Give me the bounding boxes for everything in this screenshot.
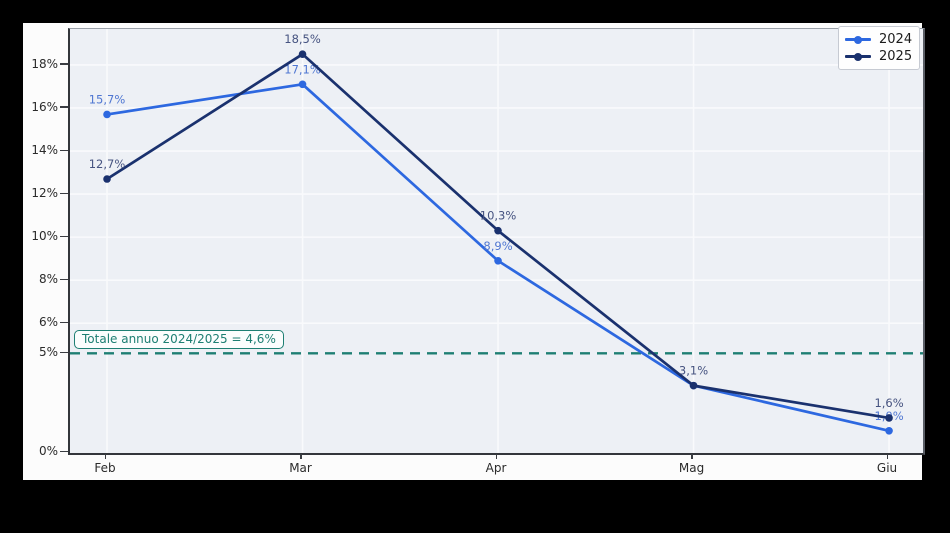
data-point-2025-Feb [103,175,111,183]
x-tick-label: Feb [94,461,116,475]
data-point-2024-Giu [885,427,893,435]
x-tick-mark [300,454,302,459]
y-tick-mark [60,278,68,281]
y-tick-mark [60,450,68,453]
legend-label: 2024 [879,31,913,47]
data-label-2025: 12,7% [89,157,126,171]
chart-canvas: 15,7%17,1%8,9%1,0%12,7%18,5%10,3%3,1%1,6… [70,29,923,453]
data-point-2024-Apr [494,256,502,265]
reference-line-annotation: Totale annuo 2024/2025 = 4,6% [74,330,284,349]
data-point-2024-Feb [103,110,111,119]
y-tick-label: 6% [38,315,58,330]
legend-item-2025: 2025 [845,48,913,65]
legend-line-marker-icon [845,52,871,61]
data-label-2025: 1,6% [874,396,903,410]
x-tick-mark [495,454,498,459]
y-tick-mark [60,321,68,324]
x-tick-label: Apr [485,461,507,475]
y-tick-mark [60,149,68,152]
data-point-2025-Mar [298,50,307,58]
legend-label: 2025 [879,48,913,64]
x-tick-mark [104,454,107,459]
y-tick-label: 16% [31,99,58,114]
x-tick-label: Mar [289,461,312,475]
y-tick-mark [60,106,68,108]
y-tick-mark [60,63,68,65]
x-tick-mark [691,454,693,459]
y-tick-label: 0% [38,444,58,459]
legend-line-marker-icon [845,35,871,44]
y-tick-label: 18% [31,56,58,71]
data-label-2024: 15,7% [89,92,126,106]
x-tick-label: Giu [876,461,898,475]
data-point-2025-Apr [494,226,502,235]
y-tick-label: 5% [38,345,58,360]
y-tick-label: 8% [38,272,58,287]
chart-figure: 15,7%17,1%8,9%1,0%12,7%18,5%10,3%3,1%1,6… [23,23,925,480]
legend: 2024 2025 [838,26,920,70]
data-point-2025-Giu [885,414,893,422]
data-point-2024-Mar [298,80,307,89]
data-label-2025: 3,1% [679,364,708,378]
y-tick-label: 14% [31,143,58,158]
plot-area: 15,7%17,1%8,9%1,0%12,7%18,5%10,3%3,1%1,6… [68,28,925,455]
data-label-2025: 18,5% [284,32,321,46]
y-tick-label: 12% [31,186,58,201]
x-tick-mark [886,454,889,459]
legend-item-2024: 2024 [845,31,913,48]
data-label-2024: 8,9% [483,239,512,253]
x-tick-label: Mag [678,461,705,475]
data-label-2025: 10,3% [480,209,517,223]
y-tick-mark [60,351,68,354]
y-tick-mark [60,192,68,195]
data-label-2024: 17,1% [284,62,321,76]
y-tick-label: 10% [31,229,58,244]
data-point-2025-Mag [689,381,698,390]
y-tick-mark [60,235,68,238]
